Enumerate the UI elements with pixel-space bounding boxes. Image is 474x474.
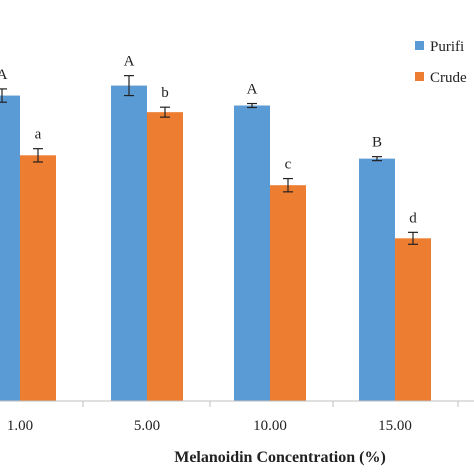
bar-crude-3 xyxy=(395,238,431,401)
error-bar-1-2 xyxy=(283,177,293,193)
error-bar-1-1 xyxy=(160,106,170,118)
significance-label: b xyxy=(161,85,169,101)
x-ticks-layer: 1.00 5.00 10.00 15.00 xyxy=(7,401,459,434)
legend-label-purified: Purifi xyxy=(430,39,464,55)
error-bar-0-2 xyxy=(247,102,257,109)
bar-purified-2 xyxy=(234,105,270,402)
significance-label: d xyxy=(409,210,417,226)
bar-crude-1 xyxy=(147,112,183,401)
significance-label: A xyxy=(0,67,8,83)
error-bar-0-0 xyxy=(0,88,7,103)
significance-label: A xyxy=(124,54,135,70)
error-bar-0-1 xyxy=(124,75,134,97)
x-axis-title: Melanoidin Concentration (%) xyxy=(174,449,386,466)
bar-purified-0 xyxy=(0,95,20,401)
bar-crude-2 xyxy=(270,185,306,401)
legend-label-crude: Crude xyxy=(430,70,467,86)
x-tick-label: 15.00 xyxy=(378,418,412,434)
legend-swatch-purified xyxy=(415,41,424,50)
bar-purified-3 xyxy=(359,158,395,401)
significance-labels-layer: A A A Ba b c d xyxy=(0,54,417,227)
legend: Purifi Crude xyxy=(415,39,467,86)
x-tick-label: 10.00 xyxy=(253,418,287,434)
significance-label: c xyxy=(285,157,292,173)
significance-label: A xyxy=(247,82,258,98)
x-tick-label: 5.00 xyxy=(134,418,160,434)
error-bar-1-0 xyxy=(33,148,43,163)
significance-label: B xyxy=(372,135,382,151)
legend-swatch-crude xyxy=(415,72,424,81)
bar-purified-1 xyxy=(111,85,147,401)
error-bar-1-3 xyxy=(408,231,418,245)
significance-label: a xyxy=(35,127,42,143)
bar-crude-0 xyxy=(20,155,56,401)
x-tick-label: 1.00 xyxy=(7,418,33,434)
bars-layer xyxy=(0,75,431,402)
error-bar-0-3 xyxy=(372,156,382,162)
